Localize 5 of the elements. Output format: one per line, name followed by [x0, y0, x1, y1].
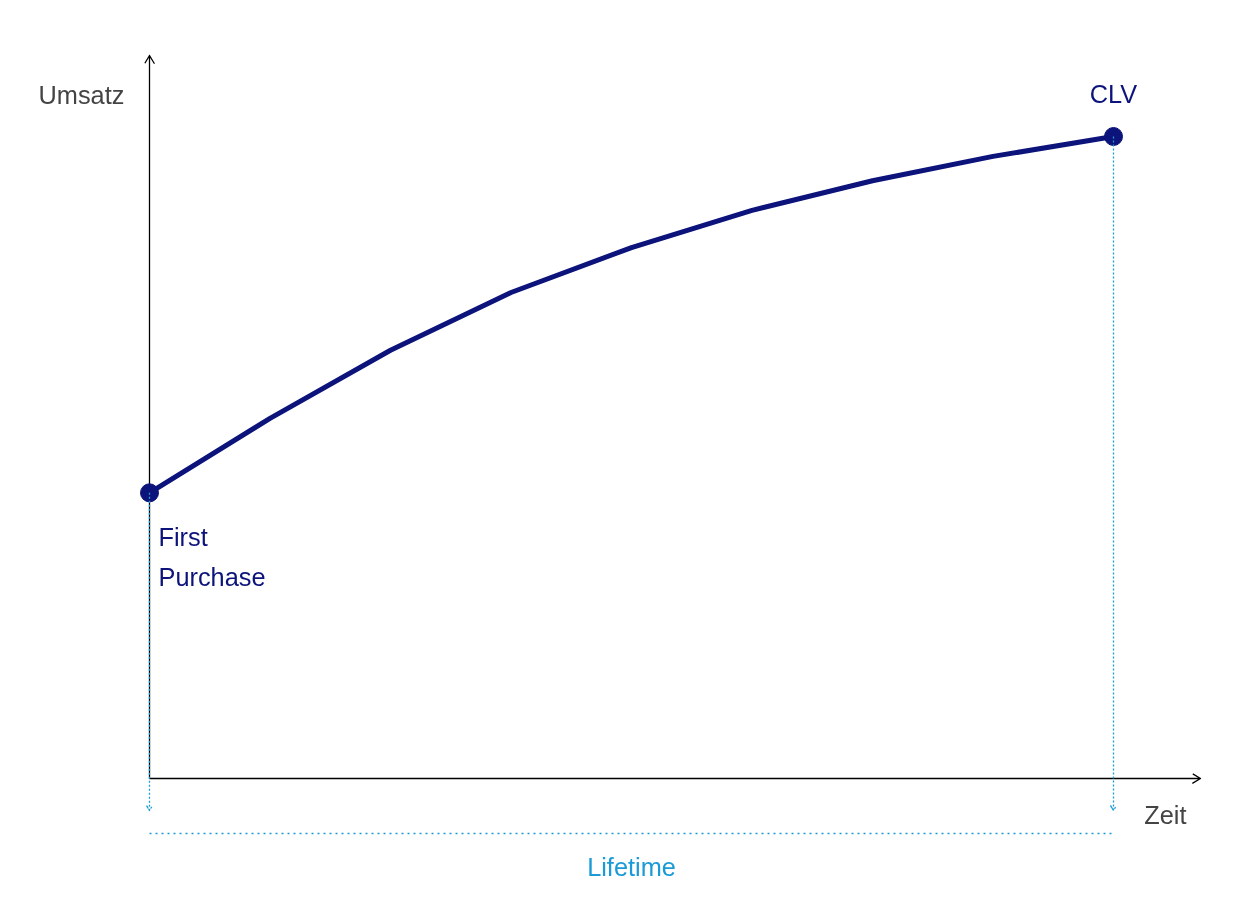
annotation: First Purchase: [158, 522, 266, 592]
x-axis-title: Zeit: [1144, 800, 1187, 829]
text: Lifetime: [587, 852, 676, 881]
text: CLV: [1089, 79, 1138, 108]
y-axis-title: Umsatz: [38, 80, 125, 109]
